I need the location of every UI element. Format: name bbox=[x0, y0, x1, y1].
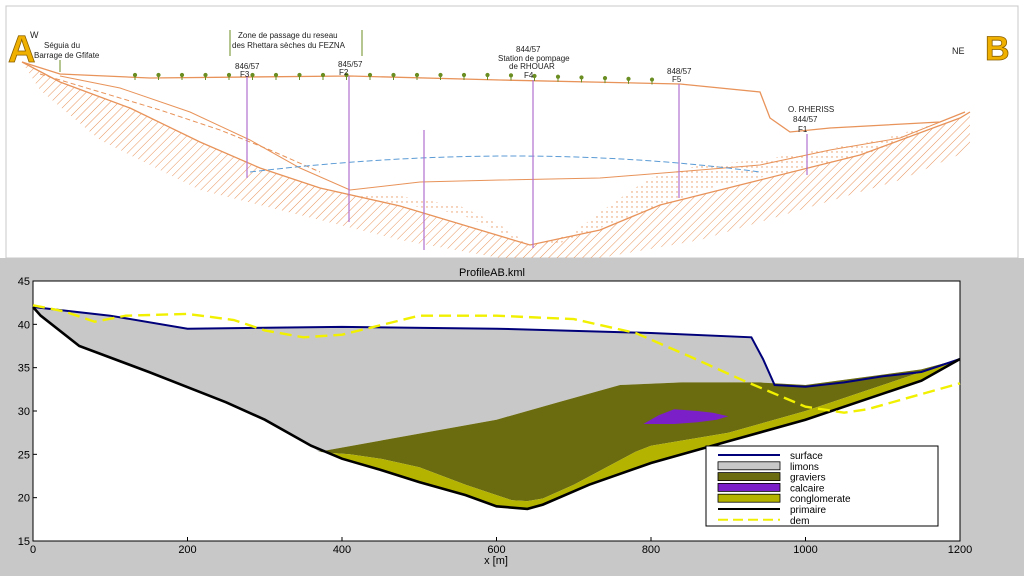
ground-marker-head bbox=[344, 72, 349, 78]
series-primaire-line bbox=[32, 306, 961, 511]
seguia-label-line2: Barrage de Gfifate bbox=[34, 51, 100, 60]
well-f2-code: 845/57 bbox=[338, 60, 363, 69]
well-f1-extra1: O. RHERISS bbox=[788, 105, 834, 114]
bedrock-hatch bbox=[22, 62, 970, 258]
series-dem-line bbox=[32, 304, 961, 414]
x-axis-label: x [m] bbox=[484, 555, 508, 567]
ground-marker-head bbox=[156, 72, 161, 78]
well-f4-extra2: de RHOUAR bbox=[509, 62, 555, 71]
ground-marker-head bbox=[602, 76, 608, 81]
x-tick-label: 0 bbox=[30, 544, 36, 556]
legend-swatch-conglomerate bbox=[717, 493, 781, 503]
legend-swatch-limons bbox=[717, 461, 781, 471]
x-tick-label: 800 bbox=[642, 544, 660, 556]
layer-graviers bbox=[318, 359, 960, 502]
zone-label-line1: Zone de passage du reseau bbox=[238, 31, 338, 40]
ground-marker-head bbox=[626, 76, 631, 81]
x-tick-label: 1000 bbox=[793, 544, 817, 556]
chart-title: ProfileAB.kml bbox=[459, 267, 525, 279]
legend-label-calcaire: calcaire bbox=[790, 483, 825, 494]
legend-swatch-calcaire bbox=[717, 482, 781, 492]
ground-marker-head bbox=[250, 72, 255, 78]
ground-marker-head bbox=[438, 72, 443, 78]
y-axis-ticks: 15 20 25 30 35 40 45 bbox=[18, 276, 37, 548]
ground-marker-head bbox=[461, 72, 467, 78]
section-label-b: B bbox=[985, 30, 1010, 68]
y-tick-label: 15 bbox=[18, 536, 30, 548]
section-layer-line bbox=[59, 75, 941, 191]
y-tick-label: 40 bbox=[18, 319, 30, 331]
well-f5-name: F5 bbox=[672, 75, 682, 84]
layer-limons bbox=[33, 307, 960, 452]
legend-label-conglomerate: conglomerate bbox=[790, 494, 851, 505]
x-tick-label: 1200 bbox=[948, 544, 972, 556]
section-label-a: A bbox=[8, 29, 35, 71]
y-tick-label: 25 bbox=[18, 449, 30, 461]
section-bedrock-line bbox=[21, 61, 971, 246]
well-f3-code: 846/57 bbox=[235, 62, 260, 71]
ground-marker-head bbox=[297, 72, 302, 78]
ground-marker-head bbox=[320, 72, 326, 78]
ground-marker-head bbox=[508, 73, 514, 78]
ground-marker-head bbox=[367, 72, 373, 78]
well-f1-code: 844/57 bbox=[793, 115, 818, 124]
ground-marker-head bbox=[273, 72, 279, 78]
ground-marker-head bbox=[179, 72, 185, 78]
direction-northeast: NE bbox=[952, 46, 965, 56]
y-tick-label: 35 bbox=[18, 363, 30, 375]
ground-marker-head bbox=[532, 73, 537, 79]
cross-section-figure: A B W NE Séguia du Barrage de Gfifate Zo… bbox=[5, 5, 1019, 258]
well-f4-name: F4 bbox=[524, 71, 534, 80]
well-f2-name: F2 bbox=[339, 68, 349, 77]
y-tick-label: 20 bbox=[18, 493, 30, 505]
legend-label-surface: surface bbox=[790, 451, 823, 462]
direction-west: W bbox=[30, 30, 39, 40]
legend-label-limons: limons bbox=[790, 462, 819, 473]
ground-marker-head bbox=[555, 74, 561, 79]
chart-legend: surfacelimonsgravierscalcaireconglomerat… bbox=[705, 445, 939, 527]
well-f4-extra1: Station de pompage bbox=[498, 54, 570, 63]
water-table-line bbox=[249, 155, 761, 173]
profile-chart: ProfileAB.kml 0 200 400 600 800 1000 1200 15 20… bbox=[0, 258, 1024, 576]
x-tick-label: 400 bbox=[333, 544, 351, 556]
x-tick-label: 600 bbox=[487, 544, 505, 556]
x-tick-label: 200 bbox=[178, 544, 196, 556]
legend-label-graviers: graviers bbox=[790, 473, 826, 484]
ground-marker-head bbox=[579, 75, 584, 80]
well-f3-name: F3 bbox=[240, 70, 250, 79]
ground-markers bbox=[132, 72, 655, 85]
ground-marker-head bbox=[391, 72, 396, 78]
y-tick-label: 45 bbox=[18, 276, 30, 288]
seguia-label-line1: Séguia du bbox=[44, 41, 80, 50]
ground-marker-head bbox=[414, 72, 420, 78]
legend-label-dem: dem bbox=[790, 516, 809, 527]
x-axis-ticks: 0 200 400 600 800 1000 1200 bbox=[30, 537, 972, 556]
section-layer-line-2 bbox=[39, 73, 321, 173]
ground-marker-head bbox=[203, 72, 208, 78]
layer-calcaire bbox=[643, 409, 729, 424]
zone-label-line2: des Rhettara sèches du FEZNA bbox=[232, 41, 346, 50]
chart-layers bbox=[32, 304, 961, 511]
legend-swatch-graviers bbox=[717, 472, 781, 482]
ground-marker-head bbox=[649, 77, 655, 82]
ground-marker-head bbox=[132, 72, 138, 78]
well-f1-name: F1 bbox=[798, 125, 808, 134]
legend-label-primaire: primaire bbox=[790, 505, 827, 516]
well-f5-code: 848/57 bbox=[667, 67, 692, 76]
series-surface-line bbox=[32, 306, 961, 388]
y-tick-label: 30 bbox=[18, 406, 30, 418]
well-f4-code: 844/57 bbox=[516, 45, 541, 54]
ground-marker-head bbox=[226, 72, 232, 78]
ground-marker-head bbox=[485, 72, 490, 78]
